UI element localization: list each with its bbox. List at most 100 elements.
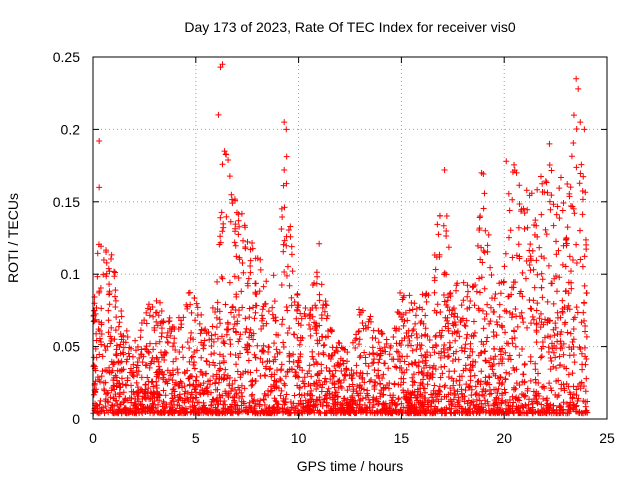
data-point <box>355 328 362 335</box>
data-point <box>172 347 179 354</box>
data-point <box>316 291 323 298</box>
data-point <box>546 318 553 325</box>
data-point <box>373 397 380 404</box>
data-point <box>509 405 516 412</box>
data-point <box>271 403 278 410</box>
data-point <box>415 399 422 406</box>
data-point <box>258 312 265 319</box>
data-point <box>111 410 118 417</box>
data-point <box>412 394 419 401</box>
data-point <box>316 240 323 247</box>
data-point <box>186 345 193 352</box>
data-point <box>479 259 486 266</box>
data-point <box>403 366 410 373</box>
data-point <box>134 343 141 350</box>
data-point <box>151 327 158 334</box>
data-point <box>274 350 281 357</box>
data-point <box>169 343 176 350</box>
data-point <box>582 403 589 410</box>
data-point <box>546 198 553 205</box>
data-point <box>581 253 588 260</box>
data-point <box>283 272 290 279</box>
data-point <box>313 359 320 366</box>
data-point <box>186 358 193 365</box>
data-point <box>526 247 533 254</box>
data-point <box>493 332 500 339</box>
data-point <box>198 354 205 361</box>
data-point <box>281 119 288 126</box>
data-point <box>240 237 247 244</box>
data-point <box>271 340 278 347</box>
data-point <box>223 151 230 158</box>
data-point <box>170 358 177 365</box>
data-point <box>241 385 248 392</box>
data-point <box>189 407 196 414</box>
data-point <box>318 361 325 368</box>
data-point <box>493 319 500 326</box>
data-point <box>218 273 225 280</box>
data-point <box>559 207 566 214</box>
data-point <box>366 378 373 385</box>
data-point <box>350 370 357 377</box>
data-point <box>272 314 279 321</box>
data-point <box>371 382 378 389</box>
data-point <box>238 382 245 389</box>
data-point <box>579 211 586 218</box>
data-point <box>306 321 313 328</box>
data-point <box>535 380 542 387</box>
data-point <box>112 269 119 276</box>
data-point <box>184 389 191 396</box>
data-point <box>283 242 290 249</box>
data-point <box>554 309 561 316</box>
data-point <box>226 279 233 286</box>
data-point <box>154 401 161 408</box>
data-point <box>468 392 475 399</box>
data-point <box>497 290 504 297</box>
data-point <box>521 225 528 232</box>
y-tick-label: 0.15 <box>53 194 80 210</box>
data-point <box>487 355 494 362</box>
data-point <box>449 358 456 365</box>
data-point <box>301 374 308 381</box>
data-point <box>420 320 427 327</box>
data-point <box>465 383 472 390</box>
data-point <box>261 401 268 408</box>
data-point <box>152 405 159 412</box>
data-point <box>505 190 512 197</box>
data-point <box>286 350 293 357</box>
data-point <box>281 380 288 387</box>
data-point <box>457 318 464 325</box>
data-point <box>105 329 112 336</box>
data-point <box>334 393 341 400</box>
data-point <box>406 307 413 314</box>
data-point <box>349 381 356 388</box>
data-point <box>551 332 558 339</box>
data-point <box>554 203 561 210</box>
data-point <box>281 237 288 244</box>
data-point <box>265 387 272 394</box>
data-point <box>268 373 275 380</box>
data-point <box>425 401 431 408</box>
data-point <box>210 373 217 380</box>
data-point <box>231 273 238 280</box>
y-tick-label: 0.05 <box>53 339 80 355</box>
data-point <box>527 353 534 360</box>
data-point <box>216 360 223 367</box>
data-point <box>516 255 523 262</box>
data-point <box>91 317 98 324</box>
data-point <box>251 315 258 322</box>
data-point <box>174 366 181 373</box>
data-point <box>147 389 154 396</box>
data-point <box>288 366 295 373</box>
plot-frame <box>92 56 608 420</box>
data-point <box>406 396 413 403</box>
data-point <box>375 359 382 366</box>
data-point <box>570 325 577 332</box>
data-point <box>564 180 571 187</box>
data-point <box>192 317 199 324</box>
data-point <box>553 365 560 372</box>
data-point <box>516 182 523 189</box>
data-point <box>186 374 193 381</box>
data-point <box>404 317 411 324</box>
data-point <box>173 379 180 386</box>
